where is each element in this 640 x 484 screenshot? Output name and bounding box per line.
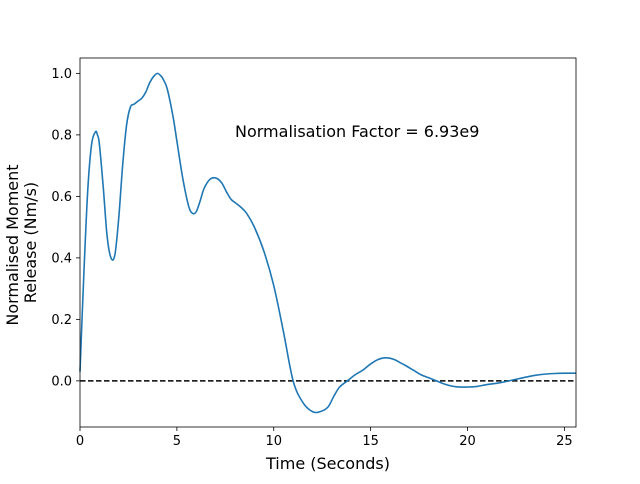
normalisation-annotation: Normalisation Factor = 6.93e9	[235, 122, 479, 141]
y-tick-label: 0.2	[51, 313, 72, 328]
series-line	[79, 72, 577, 414]
x-axis-ticks: 0 5 10 15 20 25	[76, 427, 573, 449]
x-tick-label: 10	[265, 434, 282, 449]
y-tick-label: 1.0	[51, 67, 72, 82]
y-axis-label-line-2: Release (Nm/s)	[21, 182, 40, 303]
x-tick-label: 15	[362, 434, 379, 449]
x-axis-label: Time (Seconds)	[265, 454, 390, 473]
y-axis-label: Normalised Moment Release (Nm/s)	[3, 159, 40, 325]
y-tick-label: 0.0	[51, 374, 72, 389]
y-axis-ticks: 0.0 0.2 0.4 0.6 0.8 1.0	[51, 67, 80, 389]
y-axis-label-line-1: Normalised Moment	[3, 164, 22, 325]
x-tick-label: 20	[459, 434, 476, 449]
x-tick-label: 0	[76, 434, 84, 449]
y-tick-label: 0.4	[51, 251, 72, 266]
series-layer	[79, 72, 577, 414]
axes-frame	[79, 57, 577, 428]
x-tick-label: 25	[556, 434, 573, 449]
y-tick-label: 0.6	[51, 190, 72, 205]
x-tick-label: 5	[173, 434, 181, 449]
y-tick-label: 0.8	[51, 128, 72, 143]
